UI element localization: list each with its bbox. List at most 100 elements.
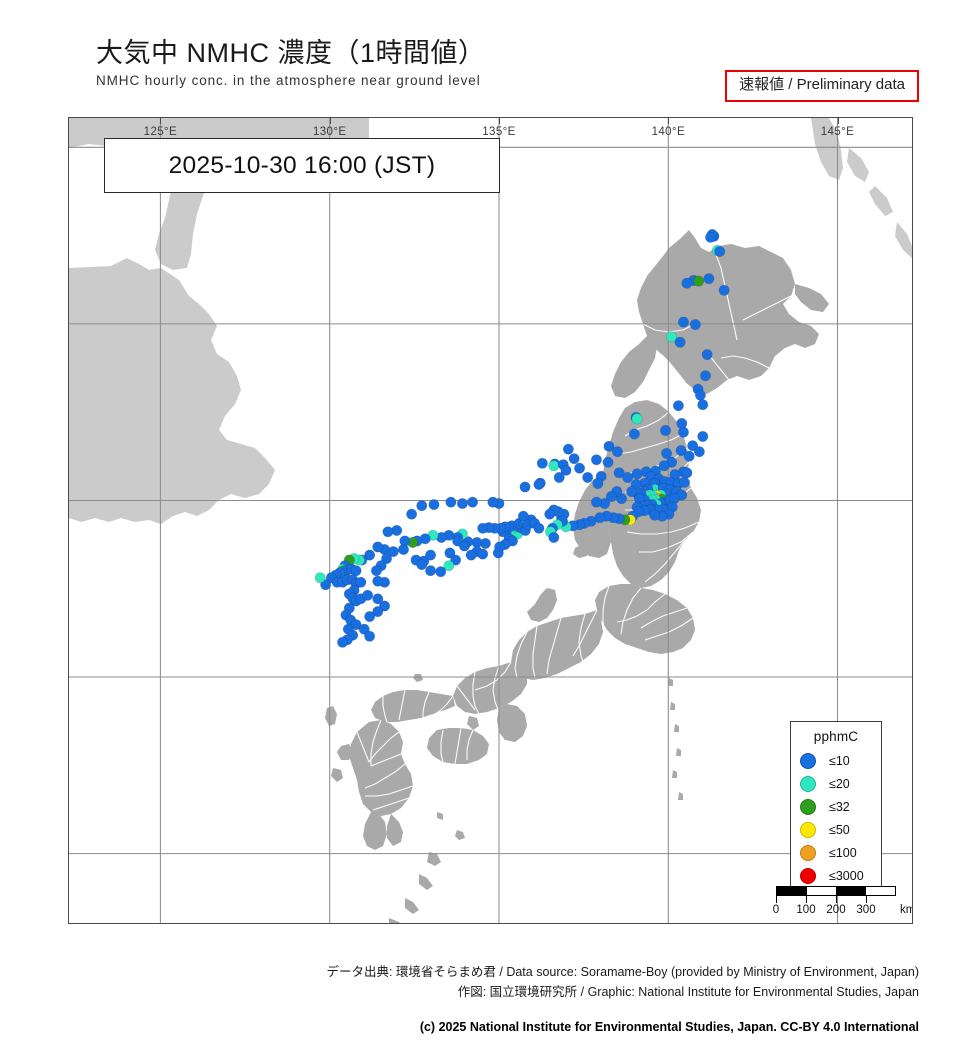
station-point[interactable]	[672, 400, 684, 412]
station-point[interactable]	[694, 389, 706, 401]
station-point[interactable]	[687, 440, 699, 452]
station-point[interactable]	[631, 468, 643, 480]
station-point[interactable]	[699, 370, 711, 382]
station-point[interactable]	[622, 471, 634, 483]
station-point[interactable]	[605, 490, 617, 502]
station-point[interactable]	[697, 399, 709, 411]
station-point[interactable]	[562, 443, 574, 455]
station-point[interactable]	[382, 526, 394, 538]
station-point[interactable]	[649, 509, 661, 521]
station-point[interactable]	[626, 486, 638, 498]
station-point[interactable]	[613, 467, 625, 479]
station-point[interactable]	[590, 496, 602, 508]
station-point[interactable]	[492, 547, 504, 559]
station-point[interactable]	[677, 426, 689, 438]
station-point[interactable]	[487, 496, 499, 508]
station-point[interactable]	[533, 478, 545, 490]
station-point[interactable]	[693, 446, 705, 458]
station-point[interactable]	[681, 467, 693, 479]
station-point[interactable]	[406, 508, 418, 520]
station-point[interactable]	[675, 445, 687, 457]
station-point[interactable]	[661, 447, 673, 459]
station-point[interactable]	[582, 471, 594, 483]
station-point[interactable]	[683, 450, 695, 462]
station-point[interactable]	[416, 500, 428, 512]
station-point[interactable]	[703, 273, 715, 285]
station-point[interactable]	[611, 446, 623, 458]
station-point[interactable]	[544, 508, 556, 520]
station-point[interactable]	[631, 413, 643, 425]
station-point[interactable]	[714, 245, 726, 257]
station-point[interactable]	[681, 277, 693, 289]
legend-item[interactable]: ≤32	[791, 795, 881, 818]
station-point[interactable]	[560, 464, 572, 476]
station-point[interactable]	[358, 623, 370, 635]
station-point[interactable]	[590, 454, 602, 466]
station-point[interactable]	[602, 456, 614, 468]
station-point[interactable]	[477, 522, 489, 534]
station-point[interactable]	[548, 460, 560, 472]
station-point[interactable]	[372, 541, 384, 553]
station-point[interactable]	[705, 231, 717, 243]
station-point[interactable]	[519, 481, 531, 493]
station-point[interactable]	[370, 565, 382, 577]
station-point[interactable]	[677, 316, 689, 328]
station-point[interactable]	[364, 630, 376, 642]
station-point[interactable]	[674, 336, 686, 348]
station-point[interactable]	[574, 462, 586, 474]
station-point[interactable]	[678, 476, 690, 488]
map-plot-frame[interactable]: 45°N 40°N 35°N 30°N 25°N 125°E 130°E	[68, 117, 913, 924]
station-point[interactable]	[372, 606, 384, 618]
station-point[interactable]	[416, 559, 428, 571]
legend-item[interactable]: ≤50	[791, 818, 881, 841]
station-point[interactable]	[467, 496, 479, 508]
station-point[interactable]	[350, 619, 362, 631]
station-point[interactable]	[628, 428, 640, 440]
station-point[interactable]	[350, 565, 362, 577]
station-point[interactable]	[397, 543, 409, 555]
station-point[interactable]	[553, 471, 565, 483]
station-point[interactable]	[517, 510, 529, 522]
legend-item-label: ≤3000	[829, 868, 864, 883]
station-point[interactable]	[660, 424, 672, 436]
station-point[interactable]	[364, 611, 376, 623]
station-point[interactable]	[355, 576, 367, 588]
legend-item[interactable]: ≤100	[791, 841, 881, 864]
station-point[interactable]	[477, 548, 489, 560]
station-point[interactable]	[465, 549, 477, 561]
station-point[interactable]	[536, 457, 548, 469]
station-point[interactable]	[381, 553, 393, 565]
station-point[interactable]	[444, 547, 456, 559]
station-point[interactable]	[425, 549, 437, 561]
station-point[interactable]	[603, 440, 615, 452]
station-point[interactable]	[697, 430, 709, 442]
station-point[interactable]	[458, 540, 470, 552]
station-point[interactable]	[425, 565, 437, 577]
station-point[interactable]	[666, 331, 678, 343]
station-point[interactable]	[443, 560, 455, 572]
station-point[interactable]	[689, 319, 701, 331]
station-point[interactable]	[372, 593, 384, 605]
station-point[interactable]	[471, 536, 483, 548]
station-point[interactable]	[364, 549, 376, 561]
station-point[interactable]	[533, 522, 545, 534]
station-point[interactable]	[372, 575, 384, 587]
station-point[interactable]	[718, 284, 730, 296]
station-point[interactable]	[456, 498, 468, 510]
station-point[interactable]	[314, 572, 326, 584]
station-point[interactable]	[337, 636, 349, 648]
station-point[interactable]	[428, 499, 440, 511]
station-point[interactable]	[693, 275, 705, 287]
station-point[interactable]	[592, 477, 604, 489]
legend-item[interactable]: ≤10	[791, 749, 881, 772]
station-point[interactable]	[320, 579, 332, 591]
legend-item[interactable]: ≤20	[791, 772, 881, 795]
station-point[interactable]	[362, 589, 374, 601]
legend-item[interactable]: ≤3000	[791, 864, 881, 887]
station-point[interactable]	[658, 460, 670, 472]
station-point[interactable]	[445, 496, 457, 508]
station-point[interactable]	[568, 453, 580, 465]
station-point[interactable]	[548, 531, 560, 543]
station-point[interactable]	[435, 566, 447, 578]
station-point[interactable]	[701, 349, 713, 361]
